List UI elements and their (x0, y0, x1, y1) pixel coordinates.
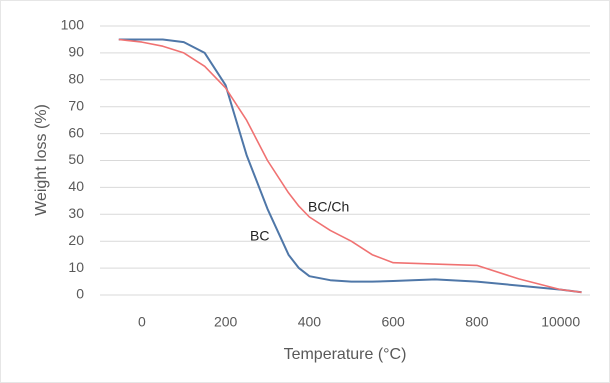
y-tick-label: 60 (68, 124, 84, 140)
x-tick-label: 200 (214, 314, 238, 330)
line-series (118, 38, 582, 294)
x-axis-title: Temperature (°C) (284, 346, 407, 363)
y-tick-label: 30 (68, 205, 84, 221)
y-tick-label: 10 (68, 259, 84, 275)
annotation: BC (250, 228, 269, 244)
x-tick-label: 600 (381, 314, 405, 330)
y-tick-label: 0 (76, 286, 84, 302)
x-tick-label: 10000 (541, 314, 580, 330)
x-tick-label: 400 (298, 314, 322, 330)
y-axis-title: Weight loss (%) (33, 104, 50, 216)
x-tick-label: 0 (138, 314, 146, 330)
annotation: BC/Ch (308, 199, 349, 215)
y-tick-label: 90 (68, 44, 84, 60)
y-tick-label: 80 (68, 71, 84, 87)
y-tick-label: 40 (68, 178, 84, 194)
x-tick-label: 800 (465, 314, 489, 330)
line-series (118, 38, 582, 294)
y-tick-label: 50 (68, 151, 84, 167)
y-tick-label: 100 (61, 17, 85, 33)
y-tick-label: 70 (68, 97, 84, 113)
y-tick-label: 20 (68, 232, 84, 248)
